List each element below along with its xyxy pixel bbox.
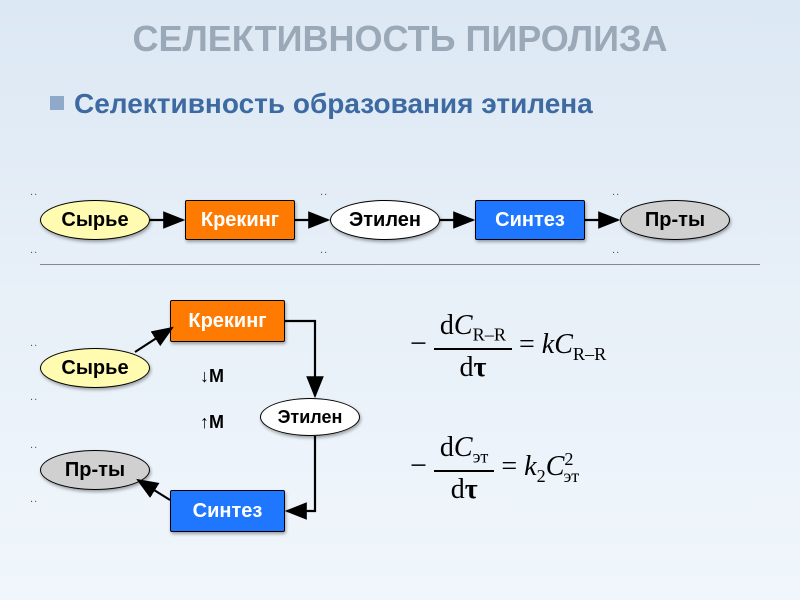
- m-down-label: ↓М: [200, 366, 224, 387]
- node-raw2: Сырье: [40, 348, 150, 388]
- equals: =: [501, 451, 524, 482]
- subscript: R–R: [473, 325, 506, 345]
- subscript: эт: [473, 447, 489, 467]
- var-C: C: [546, 451, 565, 482]
- deco-dots: . .: [612, 187, 618, 198]
- subtitle-text: Селективность образования этилена: [74, 86, 593, 121]
- node-prod2: Пр-ты: [40, 450, 150, 490]
- m-up-label: ↑М: [200, 412, 224, 433]
- node-eth2: Этилен: [260, 398, 360, 436]
- fraction: dCэт dτ: [434, 432, 494, 506]
- deco-dots: . .: [30, 245, 36, 256]
- var-k: k: [524, 451, 536, 482]
- var-tau: τ: [473, 352, 486, 383]
- fraction: dCR–R dτ: [434, 310, 512, 384]
- k-sub: 2: [537, 466, 546, 486]
- node-crack1: Крекинг: [185, 200, 295, 240]
- slide-title: СЕЛЕКТИВНОСТЬ ПИРОЛИЗА: [0, 18, 800, 60]
- d-prefix: d: [451, 474, 465, 505]
- var-tau: τ: [465, 474, 478, 505]
- d-prefix: d: [440, 432, 454, 463]
- node-syn1: Синтез: [475, 200, 585, 240]
- var-C: C: [454, 310, 473, 341]
- var-C: C: [554, 329, 573, 360]
- var-k: k: [542, 329, 554, 360]
- node-prod1: Пр-ты: [620, 200, 730, 240]
- subscript: эт: [563, 466, 579, 486]
- deco-dots: . .: [30, 187, 36, 198]
- equals: =: [519, 329, 542, 360]
- deco-dots: . .: [30, 392, 36, 403]
- subtitle-row: Селективность образования этилена: [50, 86, 593, 121]
- var-C: C: [454, 432, 473, 463]
- deco-dots: . .: [30, 338, 36, 349]
- deco-dots: . .: [612, 245, 618, 256]
- node-raw1: Сырье: [40, 200, 150, 240]
- deco-dots: . .: [30, 494, 36, 505]
- minus-sign: −: [410, 449, 427, 482]
- node-crack2: Крекинг: [170, 300, 285, 342]
- deco-dots: . .: [320, 187, 326, 198]
- fraction-bar: [434, 470, 494, 472]
- node-syn2: Синтез: [170, 490, 285, 532]
- bullet-icon: [50, 96, 64, 110]
- equation-1: − dCR–R dτ = kCR–R: [410, 310, 606, 384]
- subscript: R–R: [573, 344, 606, 364]
- d-prefix: d: [440, 310, 454, 341]
- equation-2: − dCэт dτ = k2C2эт: [410, 432, 579, 506]
- d-prefix: d: [459, 352, 473, 383]
- deco-dots: . .: [30, 440, 36, 451]
- divider-line: [40, 264, 760, 265]
- deco-dots: . .: [320, 245, 326, 256]
- minus-sign: −: [410, 327, 427, 360]
- node-eth1: Этилен: [330, 200, 440, 240]
- fraction-bar: [434, 348, 512, 350]
